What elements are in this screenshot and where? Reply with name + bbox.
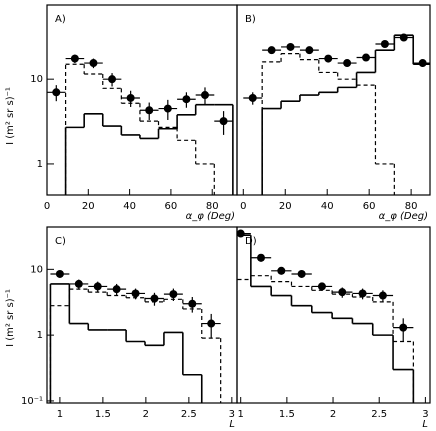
x-tick-label: 20: [279, 201, 292, 212]
x-tick-label: 2.5: [371, 409, 387, 420]
data-point: [267, 46, 276, 55]
x-tick-label: 1.5: [279, 409, 295, 420]
x-tick-label: 3: [422, 409, 428, 420]
data-point: [89, 59, 98, 68]
x-tick-label: 2: [143, 409, 149, 420]
data-point: [324, 54, 333, 63]
y-tick-label: 1: [37, 159, 43, 170]
data-point: [108, 75, 117, 84]
data-point: [378, 291, 387, 300]
data-point: [305, 46, 314, 55]
x-tick-label: 40: [123, 201, 136, 212]
x-tick-label: 0: [44, 201, 50, 212]
data-point: [169, 290, 178, 299]
y-tick-label: 10⁻¹: [21, 396, 43, 407]
x-tick-label: 2.5: [181, 409, 197, 420]
panel-label: C): [55, 236, 66, 247]
data-point: [131, 289, 140, 298]
x-axis-label: α_φ (Deg): [379, 211, 428, 222]
x-tick-label: 1.5: [95, 409, 111, 420]
data-point: [150, 294, 159, 303]
data-point: [163, 104, 172, 113]
data-point: [200, 91, 209, 100]
panel: [237, 229, 415, 403]
x-tick-label: 20: [82, 201, 95, 212]
data-point: [358, 289, 367, 298]
y-tick-label: 1: [37, 330, 43, 341]
data-point: [362, 53, 371, 62]
y-tick-label: 10: [30, 74, 43, 85]
x-tick-label: 40: [321, 201, 334, 212]
data-point: [338, 288, 347, 297]
data-point: [52, 88, 61, 97]
y-tick-label: 10: [30, 264, 43, 275]
data-point: [126, 93, 135, 102]
x-tick-label: 60: [165, 201, 178, 212]
data-point: [343, 59, 352, 68]
panel-label: D): [245, 236, 257, 247]
data-point: [317, 282, 326, 291]
x-tick-label: 60: [363, 201, 376, 212]
panel: [243, 33, 430, 195]
x-tick-label: 80: [206, 201, 219, 212]
data-point: [55, 269, 64, 278]
x-tick-label: 1: [57, 409, 63, 420]
y-axis-label: I (m² sr s)⁻¹: [5, 289, 16, 347]
data-point: [188, 299, 197, 308]
data-point: [112, 285, 121, 294]
data-point: [145, 106, 154, 115]
panel-frame: [236, 226, 431, 404]
panel-frame: [46, 226, 238, 404]
data-point: [399, 323, 408, 332]
x-tick-label: 1: [238, 409, 244, 420]
data-point: [286, 42, 295, 51]
panel-label: A): [55, 14, 66, 25]
panel-label: B): [245, 14, 256, 25]
x-tick-label: 80: [405, 201, 418, 212]
data-point: [297, 269, 306, 278]
data-point: [207, 319, 216, 328]
data-point: [257, 253, 266, 262]
data-point: [182, 95, 191, 104]
data-point: [237, 229, 245, 238]
data-point: [418, 59, 427, 68]
x-tick-label: 2: [330, 409, 336, 420]
x-axis-label: α_φ (Deg): [186, 211, 235, 222]
x-tick-label: 3: [229, 409, 235, 420]
x-tick-label: 0: [240, 201, 246, 212]
panel-frame: [236, 4, 431, 196]
data-point: [74, 279, 83, 288]
x-axis-label: L: [229, 419, 235, 430]
data-point: [219, 117, 228, 126]
data-point: [70, 54, 79, 63]
panel: [49, 269, 222, 403]
data-point: [277, 266, 286, 275]
panel-frame: [46, 4, 238, 196]
y-axis-label: I (m² sr s)⁻¹: [5, 87, 16, 145]
data-point: [248, 93, 257, 102]
data-point: [93, 282, 102, 291]
data-point: [380, 39, 389, 48]
x-axis-label: L: [422, 419, 428, 430]
panel: [47, 54, 234, 195]
